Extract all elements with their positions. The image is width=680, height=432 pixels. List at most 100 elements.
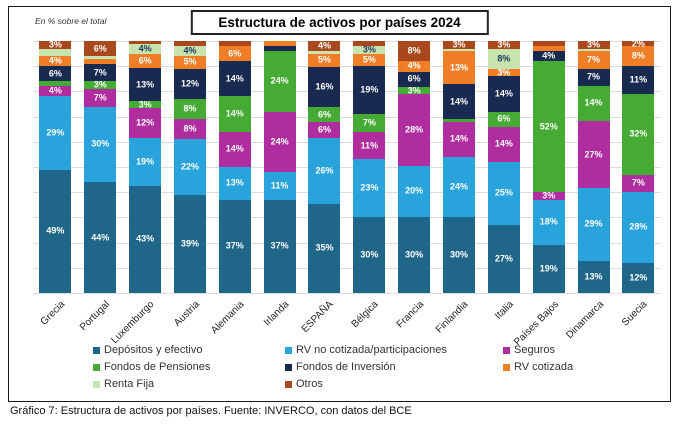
segment-value-label: 24% [270,75,289,86]
chart-frame: En % sobre el total Estructura de activo… [8,6,671,402]
bar-segment: 12% [173,68,206,99]
bar-segment: 8% [487,48,520,69]
bar-segment: 4% [39,85,72,97]
x-axis-label: Dinamarca [563,299,606,341]
segment-value-label: 6% [497,113,511,124]
bar-segment: 13% [129,68,162,101]
legend: Depósitos y efectivo RV no cotizada/parti… [93,344,653,390]
x-axis-label: Irlanda [262,299,292,329]
bar-segment: 3% [398,86,431,95]
bar-segment: 11% [263,172,296,200]
bar-segment: 44% [84,182,117,293]
bar-finlandia: 30% 24% 14% 14% 13% 3% [443,40,476,293]
segment-value-label: 7% [631,177,645,188]
legend-label: Fondos de Pensiones [104,361,211,373]
gridline [33,242,661,244]
bar-segment: 18% [532,199,565,246]
x-axis-label: Italia [493,299,516,322]
bar-segment: 3% [532,190,565,201]
segment-value-label: 19% [360,84,379,95]
legend-swatch-icon [285,380,292,388]
bar-segment [443,119,476,122]
segment-value-label: 3% [542,190,556,201]
bar-segment: 49% [39,169,72,293]
bar-segment: 23% [353,159,386,218]
segment-value-label: 20% [405,185,424,196]
bar-segment [532,46,565,52]
bar-segment: 13% [443,51,476,84]
gridline [33,167,661,168]
segment-value-label: 11% [360,140,379,151]
legend-label: RV no cotizada/participaciones [296,344,447,356]
bar-segment: 4% [398,60,431,72]
segment-value-label: 13% [584,271,603,282]
legend-item: Renta Fija [93,378,285,390]
bar-segment: 5% [173,56,206,69]
segment-value-label: 16% [315,81,334,92]
bar-segment [84,56,117,59]
bar-segment: 30% [398,216,431,293]
bar-segment: 4% [173,45,206,57]
segment-value-label: 25% [494,187,513,198]
segment-value-label: 28% [629,221,648,232]
legend-item: Fondos de Pensiones [93,361,285,373]
segment-value-label: 2% [631,38,645,49]
segment-value-label: 4% [542,50,556,61]
bar-segment: 28% [398,94,431,166]
segment-value-label: 4% [317,40,331,51]
bar-segment: 6% [308,107,341,123]
segment-value-label: 4% [48,85,62,96]
segment-value-label: 8% [497,53,511,64]
segment-value-label: 6% [48,68,62,79]
bar-segment: 30% [84,106,117,183]
gridline [33,41,661,42]
segment-value-label: 4% [183,45,197,56]
units-note: En % sobre el total [35,16,107,26]
segment-value-label: 27% [494,253,513,264]
bar-segment: 7% [577,68,610,86]
legend-swatch-icon [285,346,292,354]
bar-segment: 7% [84,63,117,82]
bar-segment: 3% [129,99,162,110]
bar-segment: 37% [218,199,251,293]
plot-area: 49% 29% 4% 6% 4% 3% 44% 30% 7% 3% 7% 6% 43% 19% 12% 3% 1… [33,38,661,294]
bar-segment: 13% [218,167,251,200]
bar-segment: 16% [308,66,341,108]
bar-segment: 52% [532,61,565,193]
x-axis-label: Suecia [620,299,650,329]
segment-value-label: 14% [584,97,603,108]
legend-label: Depósitos y efectivo [104,344,203,356]
segment-value-label: 3% [138,99,152,110]
x-axis-label: Grecia [38,299,67,328]
legend-label: Otros [296,378,323,390]
segment-value-label: 3% [497,67,511,78]
bar-segment [308,51,341,54]
legend-swatch-icon [93,363,100,371]
bar-segment: 19% [353,66,386,115]
bar-segment: 29% [577,188,610,261]
segment-value-label: 19% [136,156,155,167]
segment-value-label: 13% [225,177,244,188]
segment-value-label: 7% [93,67,107,78]
bar-segment: 14% [487,126,520,162]
bar-segment: 7% [353,114,386,132]
bar-segment: 8% [398,41,431,62]
bar-segment: 6% [398,71,431,87]
bar-segment: 8% [173,119,206,140]
figure-caption: Gráfico 7: Estructura de activos por paí… [10,405,412,417]
gridline [33,267,661,269]
segment-value-label: 5% [317,54,331,65]
bar-segment: 8% [622,46,655,67]
bar-segment: 7% [577,51,610,69]
bar-segment [129,41,162,44]
bar-segment: 27% [577,120,610,189]
bar-irlanda: 37% 11% 24% 24% [263,41,296,293]
segment-value-label: 8% [407,45,421,56]
segment-value-label: 11% [629,74,648,85]
bar-portugal: 44% 30% 7% 3% 7% 6% [84,41,117,293]
segment-value-label: 29% [46,127,65,138]
segment-value-label: 4% [407,60,421,71]
bar-segment: 8% [173,98,206,120]
bar-grecia: 49% 29% 4% 6% 4% 3% [39,40,72,293]
x-axis-label: Alemania [209,299,247,337]
